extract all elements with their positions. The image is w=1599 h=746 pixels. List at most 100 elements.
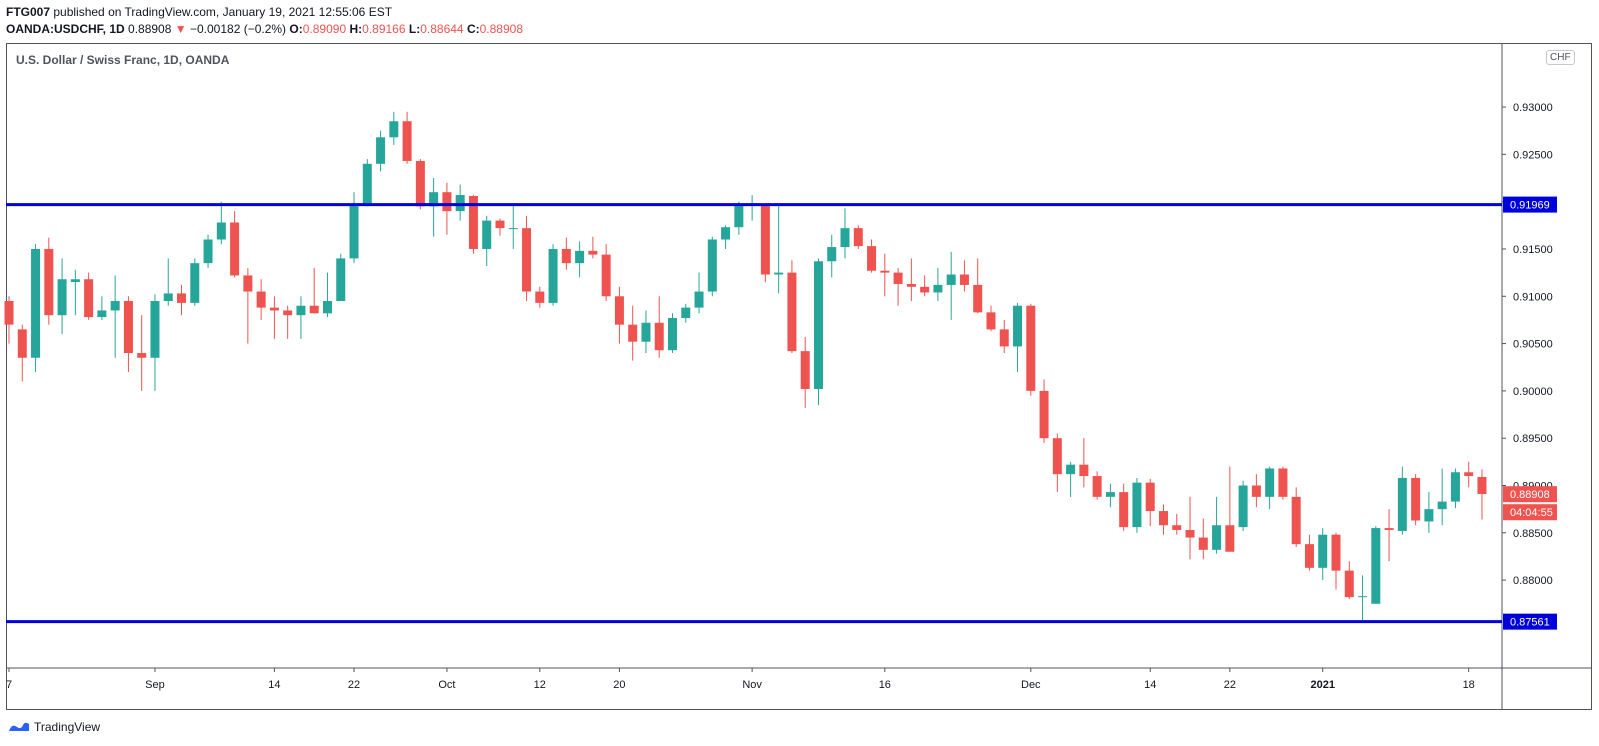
candle-body[interactable] — [1185, 529, 1195, 538]
candle-body[interactable] — [1265, 468, 1275, 497]
candle-body[interactable] — [57, 279, 67, 316]
candle-body[interactable] — [853, 228, 863, 247]
candle-body[interactable] — [1304, 544, 1314, 568]
candle-body[interactable] — [455, 195, 465, 212]
candle-body[interactable] — [482, 220, 492, 249]
candle-body[interactable] — [1397, 477, 1407, 531]
candle-body[interactable] — [681, 307, 691, 319]
candle-body[interactable] — [800, 351, 810, 389]
candle-body[interactable] — [999, 329, 1009, 347]
candle-body[interactable] — [415, 160, 425, 207]
candle-body[interactable] — [1158, 511, 1168, 526]
candle-body[interactable] — [1344, 570, 1354, 598]
candle-body[interactable] — [933, 284, 943, 293]
candle-body[interactable] — [322, 301, 332, 314]
candle-body[interactable] — [1371, 528, 1381, 604]
candle-body[interactable] — [628, 324, 638, 342]
candle-body[interactable] — [429, 192, 439, 207]
candle-body[interactable] — [1477, 476, 1487, 495]
candle-body[interactable] — [893, 272, 903, 284]
candle-body[interactable] — [641, 322, 651, 342]
candle-body[interactable] — [946, 274, 956, 285]
candle-body[interactable] — [336, 258, 346, 301]
candle-body[interactable] — [654, 322, 664, 351]
candle-body[interactable] — [163, 293, 173, 301]
candle-body[interactable] — [309, 305, 319, 314]
candle-body[interactable] — [1251, 485, 1261, 497]
candle-body[interactable] — [70, 279, 80, 283]
candle-body[interactable] — [668, 318, 677, 351]
candle-body[interactable] — [389, 121, 399, 138]
candle-body[interactable] — [137, 353, 147, 358]
candle-body[interactable] — [734, 204, 744, 228]
candle-body[interactable] — [17, 329, 27, 358]
candle-body[interactable] — [177, 293, 187, 303]
candle-body[interactable] — [1358, 596, 1368, 598]
candle-body[interactable] — [880, 270, 890, 273]
candle-body[interactable] — [1172, 525, 1182, 530]
candle-body[interactable] — [548, 248, 558, 303]
candle-body[interactable] — [1450, 472, 1460, 502]
candle-body[interactable] — [468, 195, 478, 249]
candle-body[interactable] — [31, 248, 41, 358]
candle-body[interactable] — [774, 272, 784, 275]
currency-badge[interactable]: CHF — [1546, 50, 1575, 65]
candle-body[interactable] — [84, 279, 94, 318]
candle-body[interactable] — [256, 291, 266, 308]
candle-body[interactable] — [283, 310, 293, 316]
candle-body[interactable] — [1291, 496, 1301, 545]
candle-body[interactable] — [601, 254, 611, 297]
candle-body[interactable] — [959, 274, 969, 285]
candle-body[interactable] — [707, 239, 717, 292]
candle-body[interactable] — [535, 291, 545, 303]
candle-body[interactable] — [1013, 305, 1023, 347]
candle-body[interactable] — [190, 263, 200, 303]
candle-body[interactable] — [1464, 472, 1474, 477]
candle-body[interactable] — [1331, 534, 1341, 571]
candle-body[interactable] — [269, 307, 279, 311]
candle-body[interactable] — [694, 291, 704, 308]
candle-body[interactable] — [495, 220, 505, 229]
candle-body[interactable] — [867, 246, 877, 271]
candle-body[interactable] — [97, 310, 107, 318]
candle-body[interactable] — [1238, 485, 1248, 528]
candle-body[interactable] — [920, 286, 930, 293]
candle-body[interactable] — [575, 250, 585, 264]
candle-body[interactable] — [906, 283, 916, 287]
candle-body[interactable] — [1278, 468, 1288, 497]
candle-body[interactable] — [442, 192, 452, 212]
candle-body[interactable] — [1079, 464, 1089, 477]
candle-body[interactable] — [44, 248, 54, 316]
candle-body[interactable] — [1212, 525, 1222, 550]
candle-body[interactable] — [813, 261, 823, 389]
candle-body[interactable] — [840, 228, 850, 248]
candle-body[interactable] — [522, 228, 532, 292]
candle-body[interactable] — [986, 312, 996, 330]
candle-body[interactable] — [1105, 492, 1115, 497]
candle-body[interactable] — [588, 250, 598, 255]
candle-body[interactable] — [508, 228, 518, 230]
candle-body[interactable] — [1437, 501, 1447, 510]
candle-body[interactable] — [561, 248, 571, 264]
candle-body[interactable] — [1198, 537, 1208, 550]
candle-body[interactable] — [123, 301, 133, 354]
footer-brand[interactable]: TradingView — [8, 720, 100, 734]
candle-body[interactable] — [827, 247, 837, 262]
candle-body[interactable] — [376, 137, 386, 164]
candle-body[interactable] — [243, 275, 253, 292]
candle-body[interactable] — [1384, 528, 1394, 530]
candle-body[interactable] — [150, 301, 160, 358]
candle-body[interactable] — [1424, 509, 1434, 522]
publisher-name[interactable]: FTG007 — [6, 5, 51, 19]
candle-body[interactable] — [1411, 477, 1421, 521]
candle-body[interactable] — [4, 301, 14, 325]
candle-body[interactable] — [1225, 525, 1235, 552]
candle-body[interactable] — [787, 272, 797, 352]
candle-body[interactable] — [1039, 390, 1049, 439]
candle-body[interactable] — [1026, 305, 1036, 391]
candle-body[interactable] — [1132, 482, 1142, 528]
candle-body[interactable] — [1119, 492, 1129, 528]
candle-body[interactable] — [1092, 476, 1102, 497]
candle-body[interactable] — [203, 239, 213, 264]
